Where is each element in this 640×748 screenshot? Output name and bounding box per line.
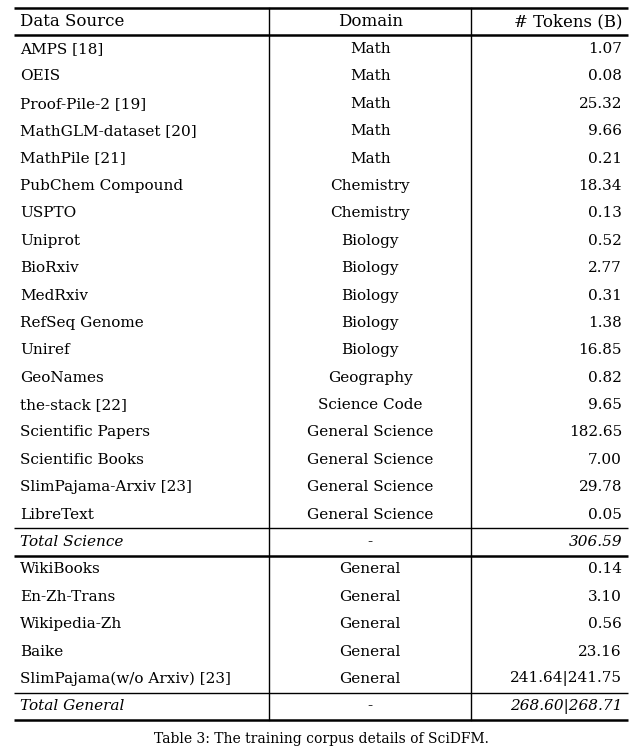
Text: Wikipedia-Zh: Wikipedia-Zh: [20, 617, 122, 631]
Text: 241.64|241.75: 241.64|241.75: [510, 672, 622, 687]
Text: 16.85: 16.85: [579, 343, 622, 358]
Text: SlimPajama(w/o Arxiv) [23]: SlimPajama(w/o Arxiv) [23]: [20, 672, 231, 686]
Text: General Science: General Science: [307, 426, 433, 440]
Text: Domain: Domain: [338, 13, 403, 30]
Text: Uniref: Uniref: [20, 343, 70, 358]
Text: 0.08: 0.08: [588, 70, 622, 84]
Text: General: General: [339, 645, 401, 658]
Text: SlimPajama-Arxiv [23]: SlimPajama-Arxiv [23]: [20, 480, 192, 494]
Text: General Science: General Science: [307, 480, 433, 494]
Text: 9.65: 9.65: [588, 398, 622, 412]
Text: Scientific Books: Scientific Books: [20, 453, 144, 467]
Text: 0.56: 0.56: [588, 617, 622, 631]
Text: 7.00: 7.00: [588, 453, 622, 467]
Text: 0.82: 0.82: [588, 371, 622, 384]
Text: 2.77: 2.77: [588, 261, 622, 275]
Text: General: General: [339, 589, 401, 604]
Text: Biology: Biology: [341, 261, 399, 275]
Text: Science Code: Science Code: [318, 398, 422, 412]
Text: Table 3: The training corpus details of SciDFM.: Table 3: The training corpus details of …: [154, 732, 488, 746]
Text: MedRxiv: MedRxiv: [20, 289, 88, 302]
Text: OEIS: OEIS: [20, 70, 60, 84]
Text: General: General: [339, 617, 401, 631]
Text: Math: Math: [350, 42, 390, 56]
Text: 182.65: 182.65: [569, 426, 622, 440]
Text: BioRxiv: BioRxiv: [20, 261, 79, 275]
Text: 0.52: 0.52: [588, 234, 622, 248]
Text: 0.21: 0.21: [588, 152, 622, 165]
Text: the-stack [22]: the-stack [22]: [20, 398, 127, 412]
Text: Math: Math: [350, 124, 390, 138]
Text: 3.10: 3.10: [588, 589, 622, 604]
Text: Total General: Total General: [20, 699, 124, 714]
Text: -: -: [367, 535, 372, 549]
Text: -: -: [367, 699, 372, 714]
Text: 9.66: 9.66: [588, 124, 622, 138]
Text: General Science: General Science: [307, 453, 433, 467]
Text: General: General: [339, 672, 401, 686]
Text: 18.34: 18.34: [579, 179, 622, 193]
Text: Total Science: Total Science: [20, 535, 124, 549]
Text: Proof-Pile-2 [19]: Proof-Pile-2 [19]: [20, 96, 146, 111]
Text: Biology: Biology: [341, 289, 399, 302]
Text: 23.16: 23.16: [579, 645, 622, 658]
Text: 1.38: 1.38: [588, 316, 622, 330]
Text: PubChem Compound: PubChem Compound: [20, 179, 183, 193]
Text: 0.31: 0.31: [588, 289, 622, 302]
Text: Math: Math: [350, 96, 390, 111]
Text: Biology: Biology: [341, 343, 399, 358]
Text: 1.07: 1.07: [588, 42, 622, 56]
Text: Biology: Biology: [341, 316, 399, 330]
Text: 0.14: 0.14: [588, 562, 622, 577]
Text: 25.32: 25.32: [579, 96, 622, 111]
Text: 0.13: 0.13: [588, 206, 622, 221]
Text: AMPS [18]: AMPS [18]: [20, 42, 103, 56]
Text: MathGLM-dataset [20]: MathGLM-dataset [20]: [20, 124, 196, 138]
Text: General: General: [339, 562, 401, 577]
Text: Chemistry: Chemistry: [330, 206, 410, 221]
Text: 0.05: 0.05: [588, 508, 622, 521]
Text: Math: Math: [350, 70, 390, 84]
Text: 268.60|268.71: 268.60|268.71: [509, 699, 622, 714]
Text: Math: Math: [350, 152, 390, 165]
Text: En-Zh-Trans: En-Zh-Trans: [20, 589, 115, 604]
Text: # Tokens (B): # Tokens (B): [513, 13, 622, 30]
Text: Geography: Geography: [328, 371, 413, 384]
Text: Scientific Papers: Scientific Papers: [20, 426, 150, 440]
Text: Chemistry: Chemistry: [330, 179, 410, 193]
Text: General Science: General Science: [307, 508, 433, 521]
Text: 29.78: 29.78: [579, 480, 622, 494]
Text: GeoNames: GeoNames: [20, 371, 104, 384]
Text: 306.59: 306.59: [568, 535, 622, 549]
Text: USPTO: USPTO: [20, 206, 76, 221]
Text: Uniprot: Uniprot: [20, 234, 80, 248]
Text: MathPile [21]: MathPile [21]: [20, 152, 125, 165]
Text: Baike: Baike: [20, 645, 63, 658]
Text: Biology: Biology: [341, 234, 399, 248]
Text: WikiBooks: WikiBooks: [20, 562, 100, 577]
Text: RefSeq Genome: RefSeq Genome: [20, 316, 144, 330]
Text: LibreText: LibreText: [20, 508, 94, 521]
Text: Data Source: Data Source: [20, 13, 124, 30]
